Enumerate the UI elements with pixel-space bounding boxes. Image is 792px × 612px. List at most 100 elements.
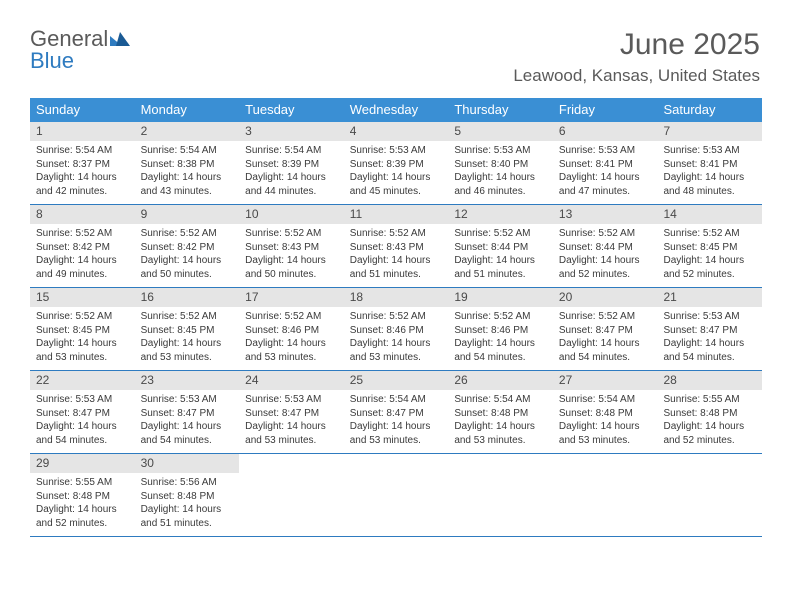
calendar-week: 22Sunrise: 5:53 AMSunset: 8:47 PMDayligh…: [30, 371, 762, 454]
logo: General Blue: [30, 28, 130, 72]
calendar-day: 27Sunrise: 5:54 AMSunset: 8:48 PMDayligh…: [553, 371, 658, 453]
sunrise-line: Sunrise: 5:52 AM: [454, 227, 547, 241]
sunset-line: Sunset: 8:42 PM: [141, 241, 234, 255]
calendar-day: 6Sunrise: 5:53 AMSunset: 8:41 PMDaylight…: [553, 122, 658, 204]
day-number: 14: [657, 205, 762, 224]
calendar-day: 25Sunrise: 5:54 AMSunset: 8:47 PMDayligh…: [344, 371, 449, 453]
sunset-line: Sunset: 8:47 PM: [245, 407, 338, 421]
daylight-line: Daylight: 14 hours and 54 minutes.: [36, 420, 129, 447]
daylight-line: Daylight: 14 hours and 49 minutes.: [36, 254, 129, 281]
calendar-day: 9Sunrise: 5:52 AMSunset: 8:42 PMDaylight…: [135, 205, 240, 287]
calendar-day: [657, 454, 762, 536]
day-header-row: SundayMondayTuesdayWednesdayThursdayFrid…: [30, 98, 762, 122]
day-number: 4: [344, 122, 449, 141]
sunrise-line: Sunrise: 5:53 AM: [559, 144, 652, 158]
day-header: Tuesday: [239, 98, 344, 122]
sunrise-line: Sunrise: 5:53 AM: [350, 144, 443, 158]
day-body: Sunrise: 5:52 AMSunset: 8:46 PMDaylight:…: [239, 307, 344, 366]
day-number: 20: [553, 288, 658, 307]
daylight-line: Daylight: 14 hours and 47 minutes.: [559, 171, 652, 198]
location-subtitle: Leawood, Kansas, United States: [513, 66, 760, 86]
daylight-line: Daylight: 14 hours and 52 minutes.: [36, 503, 129, 530]
daylight-line: Daylight: 14 hours and 53 minutes.: [245, 420, 338, 447]
sunset-line: Sunset: 8:48 PM: [36, 490, 129, 504]
sunset-line: Sunset: 8:37 PM: [36, 158, 129, 172]
sunset-line: Sunset: 8:38 PM: [141, 158, 234, 172]
sunset-line: Sunset: 8:43 PM: [350, 241, 443, 255]
sunrise-line: Sunrise: 5:54 AM: [559, 393, 652, 407]
calendar-day: 29Sunrise: 5:55 AMSunset: 8:48 PMDayligh…: [30, 454, 135, 536]
calendar-day: 23Sunrise: 5:53 AMSunset: 8:47 PMDayligh…: [135, 371, 240, 453]
day-header: Saturday: [657, 98, 762, 122]
daylight-line: Daylight: 14 hours and 53 minutes.: [245, 337, 338, 364]
day-body: Sunrise: 5:54 AMSunset: 8:37 PMDaylight:…: [30, 141, 135, 200]
sunrise-line: Sunrise: 5:53 AM: [663, 310, 756, 324]
day-number: 12: [448, 205, 553, 224]
day-body: Sunrise: 5:53 AMSunset: 8:47 PMDaylight:…: [135, 390, 240, 449]
calendar-day: 18Sunrise: 5:52 AMSunset: 8:46 PMDayligh…: [344, 288, 449, 370]
daylight-line: Daylight: 14 hours and 52 minutes.: [559, 254, 652, 281]
sunrise-line: Sunrise: 5:53 AM: [245, 393, 338, 407]
day-number: 1: [30, 122, 135, 141]
calendar-day: 17Sunrise: 5:52 AMSunset: 8:46 PMDayligh…: [239, 288, 344, 370]
sunset-line: Sunset: 8:40 PM: [454, 158, 547, 172]
daylight-line: Daylight: 14 hours and 54 minutes.: [663, 337, 756, 364]
calendar-day: [239, 454, 344, 536]
sunrise-line: Sunrise: 5:54 AM: [36, 144, 129, 158]
day-body: Sunrise: 5:55 AMSunset: 8:48 PMDaylight:…: [657, 390, 762, 449]
calendar-day: 8Sunrise: 5:52 AMSunset: 8:42 PMDaylight…: [30, 205, 135, 287]
day-body: Sunrise: 5:53 AMSunset: 8:47 PMDaylight:…: [239, 390, 344, 449]
daylight-line: Daylight: 14 hours and 51 minutes.: [141, 503, 234, 530]
sunrise-line: Sunrise: 5:53 AM: [36, 393, 129, 407]
sunset-line: Sunset: 8:47 PM: [36, 407, 129, 421]
daylight-line: Daylight: 14 hours and 53 minutes.: [36, 337, 129, 364]
sunset-line: Sunset: 8:47 PM: [559, 324, 652, 338]
day-header: Friday: [553, 98, 658, 122]
calendar-day: 26Sunrise: 5:54 AMSunset: 8:48 PMDayligh…: [448, 371, 553, 453]
daylight-line: Daylight: 14 hours and 50 minutes.: [245, 254, 338, 281]
day-number: 10: [239, 205, 344, 224]
day-body: Sunrise: 5:52 AMSunset: 8:45 PMDaylight:…: [135, 307, 240, 366]
day-body: Sunrise: 5:52 AMSunset: 8:45 PMDaylight:…: [30, 307, 135, 366]
day-body: Sunrise: 5:54 AMSunset: 8:47 PMDaylight:…: [344, 390, 449, 449]
sunset-line: Sunset: 8:44 PM: [454, 241, 547, 255]
day-number: 7: [657, 122, 762, 141]
sunset-line: Sunset: 8:45 PM: [663, 241, 756, 255]
sunrise-line: Sunrise: 5:52 AM: [454, 310, 547, 324]
sunrise-line: Sunrise: 5:54 AM: [245, 144, 338, 158]
day-body: Sunrise: 5:54 AMSunset: 8:48 PMDaylight:…: [553, 390, 658, 449]
day-body: Sunrise: 5:52 AMSunset: 8:44 PMDaylight:…: [553, 224, 658, 283]
logo-line2: Blue: [30, 48, 74, 73]
day-number: 3: [239, 122, 344, 141]
sunset-line: Sunset: 8:48 PM: [141, 490, 234, 504]
sunset-line: Sunset: 8:39 PM: [245, 158, 338, 172]
sunrise-line: Sunrise: 5:53 AM: [454, 144, 547, 158]
calendar-day: 24Sunrise: 5:53 AMSunset: 8:47 PMDayligh…: [239, 371, 344, 453]
day-body: Sunrise: 5:53 AMSunset: 8:41 PMDaylight:…: [657, 141, 762, 200]
day-body: Sunrise: 5:52 AMSunset: 8:42 PMDaylight:…: [135, 224, 240, 283]
sunset-line: Sunset: 8:46 PM: [245, 324, 338, 338]
calendar-day: 10Sunrise: 5:52 AMSunset: 8:43 PMDayligh…: [239, 205, 344, 287]
day-body: Sunrise: 5:52 AMSunset: 8:44 PMDaylight:…: [448, 224, 553, 283]
logo-icon: [110, 28, 130, 50]
day-header: Monday: [135, 98, 240, 122]
daylight-line: Daylight: 14 hours and 46 minutes.: [454, 171, 547, 198]
day-body: Sunrise: 5:52 AMSunset: 8:43 PMDaylight:…: [239, 224, 344, 283]
day-number: 16: [135, 288, 240, 307]
sunrise-line: Sunrise: 5:52 AM: [245, 310, 338, 324]
sunset-line: Sunset: 8:43 PM: [245, 241, 338, 255]
calendar-day: 20Sunrise: 5:52 AMSunset: 8:47 PMDayligh…: [553, 288, 658, 370]
daylight-line: Daylight: 14 hours and 53 minutes.: [350, 420, 443, 447]
day-number: 26: [448, 371, 553, 390]
sunrise-line: Sunrise: 5:52 AM: [559, 310, 652, 324]
daylight-line: Daylight: 14 hours and 53 minutes.: [350, 337, 443, 364]
day-number: 13: [553, 205, 658, 224]
sunset-line: Sunset: 8:45 PM: [141, 324, 234, 338]
day-body: Sunrise: 5:55 AMSunset: 8:48 PMDaylight:…: [30, 473, 135, 532]
day-number: 21: [657, 288, 762, 307]
day-number: 9: [135, 205, 240, 224]
day-number: 29: [30, 454, 135, 473]
sunrise-line: Sunrise: 5:53 AM: [141, 393, 234, 407]
sunset-line: Sunset: 8:45 PM: [36, 324, 129, 338]
day-number: 15: [30, 288, 135, 307]
